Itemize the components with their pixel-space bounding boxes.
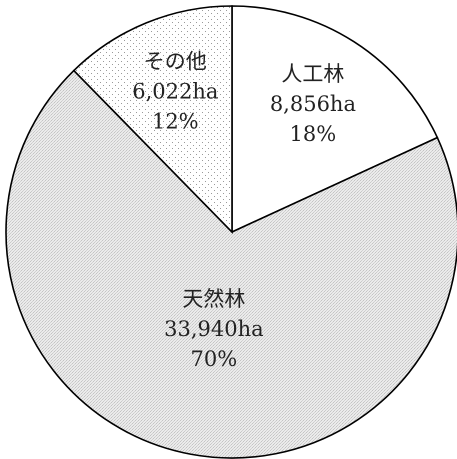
slice-1-area-label: 33,940ha — [164, 317, 264, 341]
labels-layer: 人工林 8,856ha 18% 天然林 33,940ha 70% その他 6,022ha 12% — [132, 50, 356, 371]
slice-2-percent-label: 12% — [152, 110, 199, 134]
slice-2-name-label: その他 — [144, 50, 207, 74]
slice-0-name-label: 人工林 — [281, 62, 344, 86]
slice-2-area-label: 6,022ha — [132, 80, 218, 104]
pie-slice-1 — [5, 69, 457, 459]
slice-1-percent-label: 70% — [191, 347, 238, 371]
pie-slice-0 — [231, 5, 439, 234]
slices-layer — [5, 5, 457, 459]
slice-1-name-label: 天然林 — [182, 287, 245, 311]
slice-0-percent-label: 18% — [290, 122, 337, 146]
pie-slice-2 — [72, 5, 233, 234]
slice-0-area-label: 8,856ha — [270, 92, 356, 116]
